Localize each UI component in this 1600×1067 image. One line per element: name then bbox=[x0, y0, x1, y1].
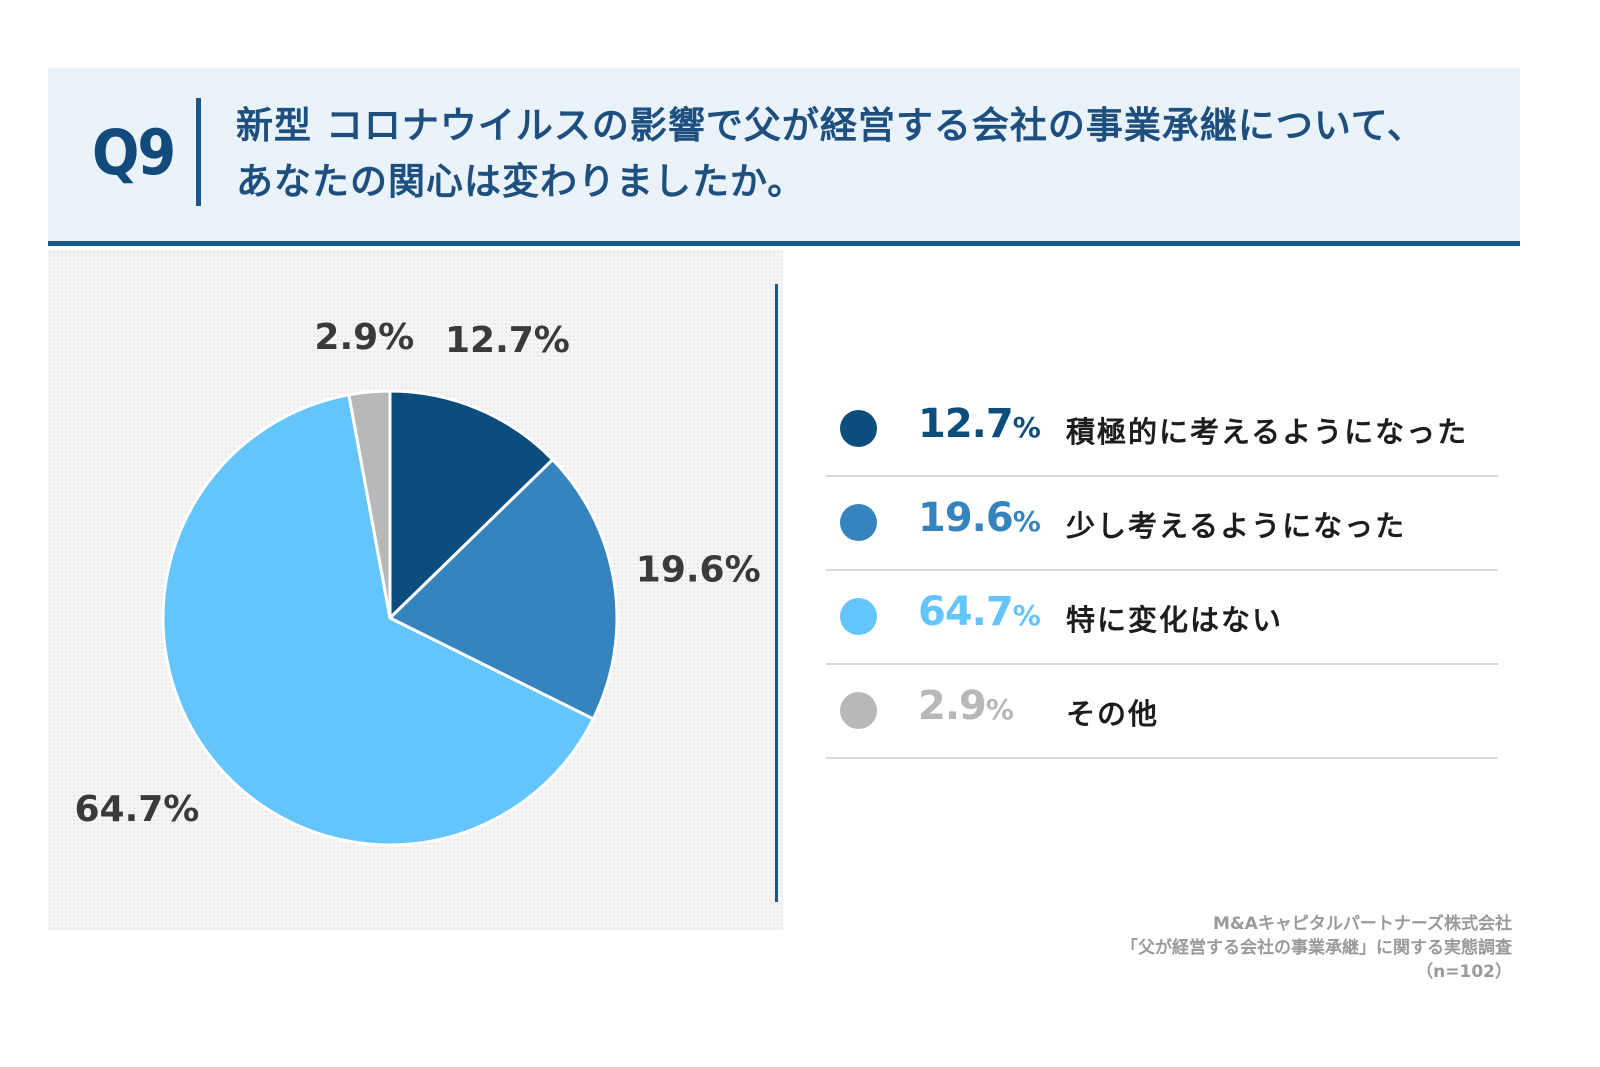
pie-slice bbox=[161, 393, 595, 847]
legend-percent: 64.7% bbox=[918, 589, 1041, 635]
question-header: Q9 新型 コロナウイルスの影響で父が経営する会社の事業承継について、 あなたの… bbox=[48, 68, 1520, 246]
legend-percent: 2.9% bbox=[918, 683, 1014, 729]
pie-chart: 12.7% 19.6% 64.7% 2.9% bbox=[74, 317, 761, 847]
source-survey: 「父が経営する会社の事業承継」に関する実態調査 bbox=[1121, 938, 1512, 958]
header-divider bbox=[196, 98, 201, 206]
legend-label: 特に変化はない bbox=[1066, 603, 1284, 637]
legend-percent-unit: % bbox=[985, 693, 1014, 726]
chart-panel: 12.7% 19.6% 64.7% 2.9% bbox=[48, 250, 783, 930]
legend-percent: 12.7% bbox=[918, 401, 1041, 447]
slice-data-label: 2.9% bbox=[314, 317, 414, 358]
legend-label: 少し考えるようになった bbox=[1066, 509, 1407, 543]
legend-percent-unit: % bbox=[1012, 505, 1041, 538]
question-title-line-1: 新型 コロナウイルスの影響で父が経営する会社の事業承継について、 bbox=[236, 104, 1425, 147]
legend-dot bbox=[840, 598, 877, 635]
source-note: M&Aキャピタルパートナーズ株式会社 「父が経営する会社の事業承継」に関する実態… bbox=[1121, 912, 1512, 984]
legend-percent-number: 12.7 bbox=[918, 401, 1014, 447]
legend-item: 64.7% 特に変化はない bbox=[826, 571, 1498, 665]
legend-dot bbox=[840, 692, 877, 729]
source-sample-size: （n=102） bbox=[1416, 962, 1512, 982]
slice-data-label: 64.7% bbox=[74, 789, 199, 830]
vertical-divider bbox=[775, 284, 778, 902]
slice-data-label: 19.6% bbox=[636, 550, 761, 591]
legend-label: その他 bbox=[1066, 697, 1160, 731]
legend-item: 2.9% その他 bbox=[826, 665, 1498, 759]
legend-percent: 19.6% bbox=[918, 495, 1041, 541]
pie-slice bbox=[388, 389, 555, 620]
question-title: 新型 コロナウイルスの影響で父が経営する会社の事業承継について、 あなたの関心は… bbox=[236, 98, 1506, 210]
legend-item: 12.7% 積極的に考えるようになった bbox=[826, 383, 1498, 477]
legend-percent-unit: % bbox=[1012, 411, 1041, 444]
legend-percent-number: 19.6 bbox=[918, 495, 1014, 541]
legend-percent-unit: % bbox=[1012, 599, 1041, 632]
legend-item: 19.6% 少し考えるようになった bbox=[826, 477, 1498, 571]
question-title-line-2: あなたの関心は変わりましたか。 bbox=[236, 160, 806, 203]
pie-slice bbox=[388, 458, 619, 721]
question-number: Q9 bbox=[92, 116, 176, 189]
legend-percent-number: 2.9 bbox=[918, 683, 987, 729]
source-company: M&Aキャピタルパートナーズ株式会社 bbox=[1212, 914, 1512, 934]
pie-slice bbox=[347, 389, 392, 620]
legend: 12.7% 積極的に考えるようになった 19.6% 少し考えるようになった 64… bbox=[826, 383, 1498, 759]
legend-label: 積極的に考えるようになった bbox=[1066, 415, 1469, 449]
legend-dot bbox=[840, 504, 877, 541]
legend-percent-number: 64.7 bbox=[918, 589, 1014, 635]
slice-data-label: 12.7% bbox=[445, 320, 570, 361]
legend-dot bbox=[840, 410, 877, 447]
